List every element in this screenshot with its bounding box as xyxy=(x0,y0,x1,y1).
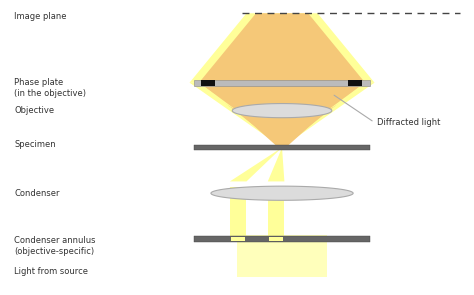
Polygon shape xyxy=(232,104,332,118)
Bar xyxy=(269,237,283,241)
Bar xyxy=(348,80,362,86)
Bar xyxy=(268,187,284,239)
Bar xyxy=(231,237,245,241)
Text: Phase plate
(in the objective): Phase plate (in the objective) xyxy=(14,78,86,98)
Text: Image plane: Image plane xyxy=(14,12,67,21)
Bar xyxy=(237,235,327,277)
Polygon shape xyxy=(190,83,237,111)
Text: Condenser annulus
(objective-specific): Condenser annulus (objective-specific) xyxy=(14,236,96,256)
Text: Diffracted light: Diffracted light xyxy=(377,118,440,127)
Polygon shape xyxy=(268,148,284,181)
Polygon shape xyxy=(190,83,374,148)
Polygon shape xyxy=(199,83,365,148)
Bar xyxy=(194,80,370,86)
Polygon shape xyxy=(237,111,327,148)
Polygon shape xyxy=(211,186,353,200)
Polygon shape xyxy=(190,13,374,83)
Polygon shape xyxy=(199,13,365,83)
Polygon shape xyxy=(327,83,374,111)
Bar xyxy=(201,80,215,86)
Text: Specimen: Specimen xyxy=(14,140,56,149)
Bar xyxy=(194,145,370,150)
Text: Light from source: Light from source xyxy=(14,267,88,276)
Text: Objective: Objective xyxy=(14,106,55,115)
Polygon shape xyxy=(199,83,365,111)
Text: Condenser: Condenser xyxy=(14,189,60,198)
Polygon shape xyxy=(230,148,282,181)
Bar xyxy=(194,236,370,242)
Bar xyxy=(230,187,246,239)
